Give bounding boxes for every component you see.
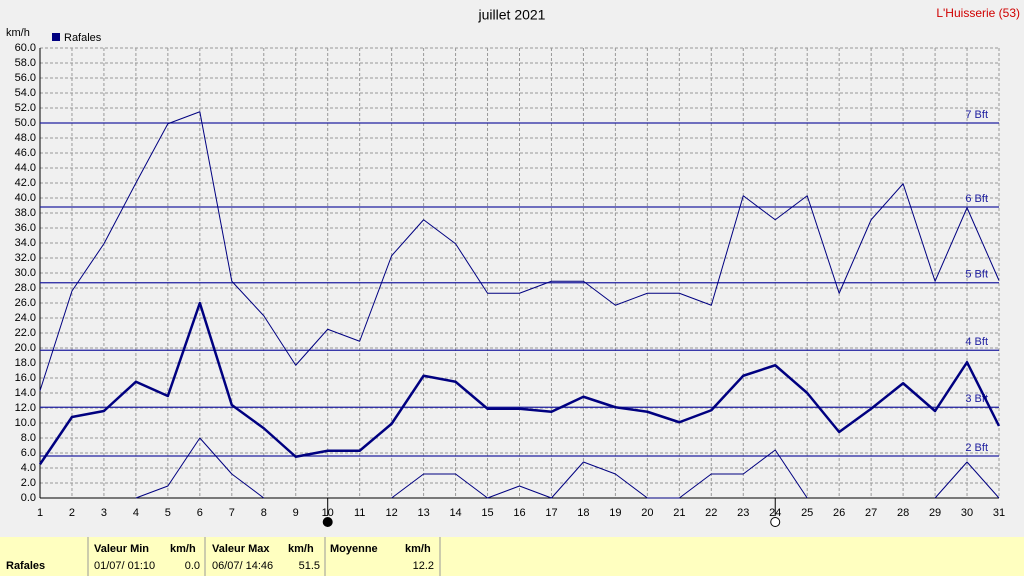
reference-label: 5 Bft	[965, 269, 988, 281]
station: L'Huisserie (53)	[936, 6, 1020, 20]
x-tick-label: 31	[993, 507, 1005, 519]
y-tick-label: 10.0	[15, 417, 36, 429]
summary-unit: km/h	[288, 543, 314, 555]
x-tick-label: 4	[133, 507, 139, 519]
moon-phase	[322, 517, 333, 527]
y-tick-label: 58.0	[15, 57, 36, 69]
reference-label: 7 Bft	[965, 109, 988, 121]
x-tick-label: 20	[641, 507, 653, 519]
summary-header: Valeur Min	[94, 543, 149, 555]
summary-date: 01/07/ 01:10	[94, 560, 155, 572]
reference-label: 4 Bft	[965, 336, 988, 348]
y-tick-label: 2.0	[21, 477, 36, 489]
series-line	[135, 437, 1000, 499]
y-axis-label: km/h	[6, 27, 30, 39]
x-tick-label: 14	[449, 507, 461, 519]
y-tick-label: 54.0	[15, 87, 36, 99]
y-tick-label: 0.0	[21, 492, 36, 504]
y-tick-label: 20.0	[15, 342, 36, 354]
y-tick-label: 22.0	[15, 327, 36, 339]
x-tick-label: 29	[929, 507, 941, 519]
summary-header: Valeur Max	[212, 543, 270, 555]
y-tick-label: 50.0	[15, 117, 36, 129]
x-tick-label: 25	[801, 507, 813, 519]
y-tick-label: 48.0	[15, 132, 36, 144]
x-tick-label: 7	[229, 507, 235, 519]
summary-value: 0.0	[185, 560, 200, 572]
y-tick-label: 24.0	[15, 312, 36, 324]
x-tick-label: 5	[165, 507, 171, 519]
moon-phase	[770, 517, 781, 527]
reference-label: 6 Bft	[965, 193, 988, 205]
reference-label: 3 Bft	[965, 393, 988, 405]
y-tick-label: 8.0	[21, 432, 36, 444]
y-tick-label: 12.0	[15, 402, 36, 414]
y-tick-label: 36.0	[15, 222, 36, 234]
x-tick-label: 28	[897, 507, 909, 519]
x-tick-label: 1	[37, 507, 43, 519]
y-tick-label: 34.0	[15, 237, 36, 249]
y-tick-label: 56.0	[15, 72, 36, 84]
x-tick-label: 6	[197, 507, 203, 519]
y-tick-label: 38.0	[15, 207, 36, 219]
y-tick-label: 28.0	[15, 282, 36, 294]
series-line	[39, 111, 1000, 391]
x-tick-label: 16	[513, 507, 525, 519]
x-tick-label: 15	[481, 507, 493, 519]
x-tick-label: 19	[609, 507, 621, 519]
reference-label: 2 Bft	[965, 442, 988, 454]
x-tick-label: 13	[417, 507, 429, 519]
y-tick-label: 44.0	[15, 162, 36, 174]
y-tick-label: 42.0	[15, 177, 36, 189]
legend-label: Rafales	[64, 32, 102, 44]
plot: 0.0 2.0 4.0 6.0 8.0 10.0 12.0 14.0 16.0 18.0 20.0 2…	[15, 42, 1005, 527]
summary-unit: km/h	[405, 543, 431, 555]
summary-row-label: Rafales	[6, 560, 45, 572]
x-tick-label: 23	[737, 507, 749, 519]
legend-swatch	[52, 33, 60, 41]
summary-header: Moyenne	[330, 543, 378, 555]
x-tick-label: 8	[261, 507, 267, 519]
y-tick-label: 60.0	[15, 42, 36, 54]
chart-title: juillet 2021	[478, 7, 546, 23]
summary-date: 06/07/ 14:46	[212, 560, 273, 572]
summary-value: 12.2	[413, 560, 434, 572]
series-line	[38, 301, 1001, 465]
y-tick-label: 32.0	[15, 252, 36, 264]
x-tick-label: 18	[577, 507, 589, 519]
summary-band	[0, 537, 1024, 576]
x-tick-label: 2	[69, 507, 75, 519]
summary-value: 51.5	[299, 560, 320, 572]
y-tick-label: 26.0	[15, 297, 36, 309]
summary-unit: km/h	[170, 543, 196, 555]
x-tick-label: 22	[705, 507, 717, 519]
y-tick-label: 52.0	[15, 102, 36, 114]
x-tick-label: 30	[961, 507, 973, 519]
y-tick-label: 6.0	[21, 447, 36, 459]
x-tick-label: 17	[545, 507, 557, 519]
x-tick-label: 12	[386, 507, 398, 519]
x-tick-label: 11	[354, 507, 365, 519]
y-tick-label: 14.0	[15, 387, 36, 399]
y-tick-label: 18.0	[15, 357, 36, 369]
x-tick-label: 3	[101, 507, 107, 519]
y-tick-label: 46.0	[15, 147, 36, 159]
y-tick-label: 30.0	[15, 267, 36, 279]
x-tick-label: 21	[673, 507, 685, 519]
x-tick-label: 26	[833, 507, 845, 519]
x-tick-label: 27	[865, 507, 877, 519]
y-tick-label: 4.0	[21, 462, 36, 474]
x-tick-label: 9	[293, 507, 299, 519]
y-tick-label: 40.0	[15, 192, 36, 204]
y-tick-label: 16.0	[15, 372, 36, 384]
